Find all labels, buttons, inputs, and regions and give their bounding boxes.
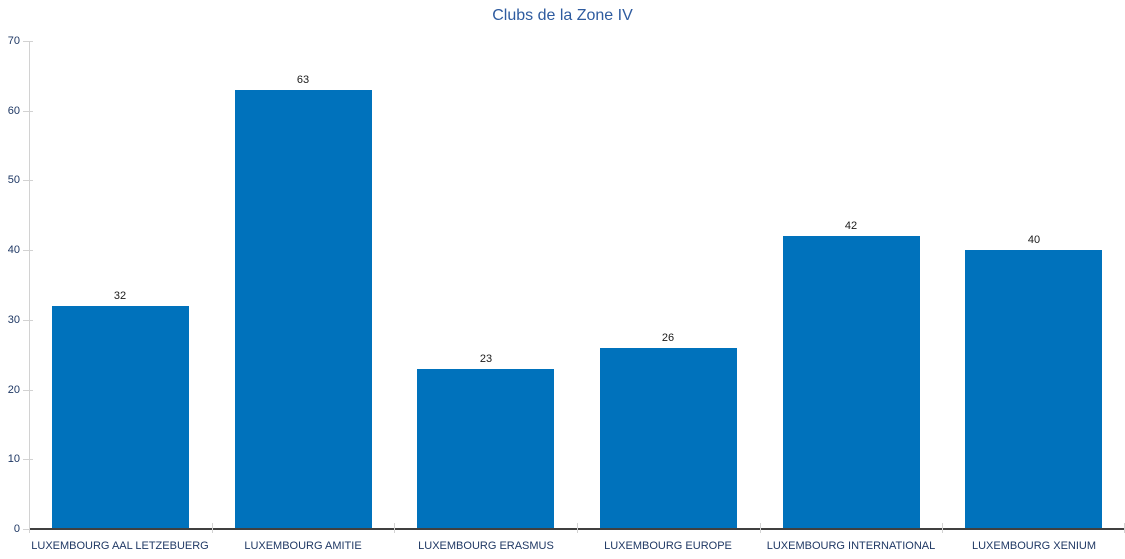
y-axis-tick-label: 40 xyxy=(7,244,20,257)
y-axis-tick-label: 60 xyxy=(7,104,20,117)
bar xyxy=(417,369,554,528)
y-axis-tick xyxy=(23,111,33,112)
bar-value-label: 42 xyxy=(844,220,858,232)
bar-value-label: 23 xyxy=(479,353,493,365)
chart-title: Clubs de la Zone IV xyxy=(492,7,633,24)
y-axis-tick-label: 20 xyxy=(7,383,20,396)
bar xyxy=(52,306,189,528)
bar-value-label: 32 xyxy=(113,290,127,302)
y-axis-tick-label: 0 xyxy=(13,523,20,535)
y-axis-tick-label: 50 xyxy=(7,174,20,187)
category-label: LUXEMBOURG XENIUM xyxy=(971,540,1097,552)
bar xyxy=(235,90,372,528)
x-axis-tick xyxy=(394,523,395,533)
category-label: LUXEMBOURG INTERNATIONAL xyxy=(766,540,936,552)
y-axis-tick-label: 30 xyxy=(7,313,20,326)
y-axis-tick xyxy=(23,390,33,391)
x-axis-tick xyxy=(942,523,943,533)
x-axis-tick xyxy=(29,523,30,533)
y-axis-tick xyxy=(23,41,33,42)
bar xyxy=(783,236,920,528)
bar xyxy=(965,250,1102,528)
y-axis-tick xyxy=(23,459,33,460)
bar xyxy=(600,348,737,528)
y-axis-tick-label: 10 xyxy=(7,453,20,466)
category-label: LUXEMBOURG AAL LETZEBUERG xyxy=(31,540,209,552)
y-axis-tick-label: 70 xyxy=(7,35,20,47)
bar-value-label: 40 xyxy=(1027,234,1041,246)
category-label: LUXEMBOURG EUROPE xyxy=(604,540,732,552)
y-axis-line xyxy=(29,41,30,530)
y-axis-tick xyxy=(23,250,33,251)
category-label: LUXEMBOURG ERASMUS xyxy=(418,540,554,552)
x-axis-tick xyxy=(760,523,761,533)
y-axis-tick xyxy=(23,320,33,321)
y-axis-tick xyxy=(23,180,33,181)
x-axis-tick xyxy=(577,523,578,533)
bar-value-label: 26 xyxy=(661,332,675,344)
y-axis-tick xyxy=(23,529,33,530)
x-axis-tick xyxy=(212,523,213,533)
category-label: LUXEMBOURG AMITIE xyxy=(244,540,362,552)
bar-value-label: 63 xyxy=(296,74,310,86)
